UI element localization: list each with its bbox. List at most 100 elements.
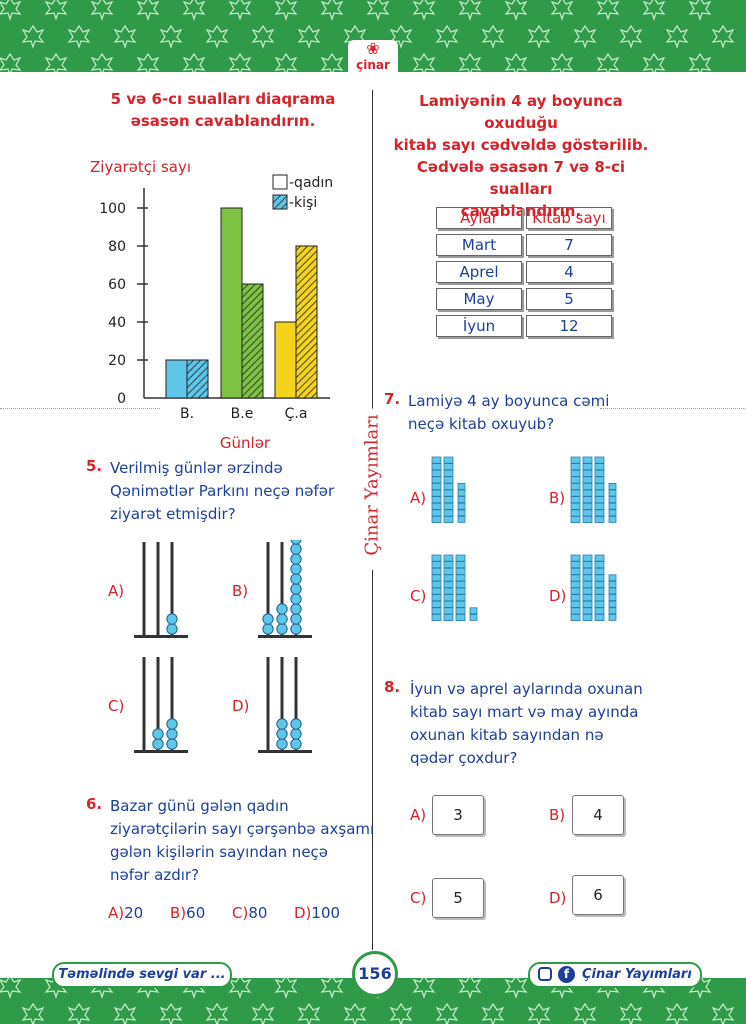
leaf-pattern-icon (21, 1002, 45, 1024)
table-header-row: Aylar Kitab sayı (436, 207, 612, 229)
bead (290, 583, 302, 595)
question-line: oxunan kitab sayından nə (410, 726, 604, 744)
bead (276, 738, 288, 750)
bead (166, 728, 178, 740)
q8-option-b[interactable]: B) (549, 806, 566, 824)
ten-rod-unit (582, 489, 593, 497)
leaf-pattern-icon (90, 52, 114, 72)
q7-option-d[interactable]: D) (549, 587, 567, 605)
leaf-pattern-icon (711, 1002, 735, 1024)
abacus-rod (280, 542, 284, 636)
leaf-pattern-icon (711, 24, 735, 49)
ten-rod-unit (594, 614, 605, 622)
leaf-pattern-icon (458, 52, 482, 72)
leaf-pattern-icon (458, 0, 482, 21)
leaf-pattern-icon (0, 0, 22, 21)
logo-text: çinar (356, 58, 390, 72)
q7-option-a[interactable]: A) (410, 489, 427, 507)
ten-rod-unit (594, 509, 605, 517)
unit-cube (608, 496, 617, 503)
q8-answer-box-b[interactable]: 4 (572, 795, 624, 835)
table-row: May 5 (436, 288, 612, 310)
unit-cube (608, 502, 617, 510)
option-value: 80 (248, 904, 268, 922)
question-number: 8. (384, 678, 401, 696)
bar-male (241, 283, 264, 399)
q6-option-c[interactable]: C)80 (232, 904, 268, 922)
books-table: Aylar Kitab sayı Mart 7 Aprel 4 May 5 İyun 1… (432, 202, 616, 342)
ten-rod-unit (455, 594, 466, 602)
leaf-pattern-icon (343, 1002, 367, 1024)
bar-female (220, 207, 243, 399)
leaf-pattern-icon (320, 0, 344, 21)
ten-rod-unit (582, 580, 593, 588)
table-row: Aprel 4 (436, 261, 612, 283)
question-line: Verilmiş günlər ərzində (110, 459, 283, 477)
leaf-pattern-icon (0, 52, 22, 72)
ten-rod-unit (570, 574, 581, 582)
leaf-pattern-icon (90, 0, 114, 21)
ten-rod-unit (431, 456, 442, 464)
q8-option-a[interactable]: A) (410, 806, 427, 824)
legend-label: -kişi (289, 195, 317, 211)
q8-option-d[interactable]: D) (549, 889, 567, 907)
question-text: Verilmiş günlər ərzində Qənimətlər Parkı… (110, 457, 334, 526)
ten-rod-unit (443, 600, 454, 608)
ten-rod-unit (443, 509, 454, 517)
ten-rod-unit (582, 463, 593, 471)
q5-option-d[interactable]: D) (232, 697, 250, 715)
leaf-pattern-icon (159, 24, 183, 49)
unit-cube (608, 574, 617, 582)
q8-answer-box-d[interactable]: 6 (572, 875, 624, 915)
abacus-base (258, 750, 312, 753)
ten-rod-unit (443, 502, 454, 510)
ten-rod-unit (443, 456, 454, 464)
q8-option-c[interactable]: C) (410, 889, 427, 907)
right-heading: Lamiyənin 4 ay boyunca oxuduğu kitab say… (386, 90, 656, 222)
leaf-pattern-icon (504, 52, 528, 72)
q8-answer-box-a[interactable]: 3 (432, 795, 484, 835)
q5-option-a[interactable]: A) (108, 582, 125, 600)
dotted-line-left (0, 408, 160, 409)
leaf-pattern-icon (435, 24, 459, 49)
y-tick-label: 40 (108, 315, 126, 331)
ten-rod-unit (570, 516, 581, 524)
bar-male (186, 359, 209, 399)
abacus-rod (156, 657, 160, 751)
q5-option-b[interactable]: B) (232, 582, 249, 600)
ten-rod-unit (594, 580, 605, 588)
abacus-rod (170, 542, 174, 636)
publisher-logo: ❀ çinar (348, 40, 398, 80)
ten-rod-unit (582, 574, 593, 582)
q6-option-b[interactable]: B)60 (170, 904, 206, 922)
ten-rod-unit (570, 463, 581, 471)
ten-rod-unit (431, 607, 442, 615)
q7-option-c[interactable]: C) (410, 587, 427, 605)
bead (290, 573, 302, 585)
leaf-pattern-icon (297, 24, 321, 49)
bead (276, 718, 288, 730)
option-value: 60 (186, 904, 206, 922)
q8-answer-box-c[interactable]: 5 (432, 878, 484, 918)
column-divider (372, 90, 373, 435)
leaf-pattern-icon (688, 52, 712, 72)
leaf-pattern-icon (182, 0, 206, 21)
leaf-pattern-icon (251, 1002, 275, 1024)
bar-female (165, 359, 188, 399)
unit-cube (469, 614, 478, 621)
ten-rod-unit (431, 489, 442, 497)
dotted-line-right (600, 408, 746, 409)
leaf-pattern-icon (481, 1002, 505, 1024)
q5-option-c[interactable]: C) (108, 697, 125, 715)
leaf-pattern-icon (550, 52, 574, 72)
y-tick-label: 80 (108, 239, 126, 255)
bead (276, 613, 288, 625)
q7-option-b[interactable]: B) (549, 489, 566, 507)
q6-option-a[interactable]: A)20 (108, 904, 144, 922)
ten-rod-unit (594, 489, 605, 497)
leaf-pattern-icon (619, 24, 643, 49)
leaf-pattern-icon (297, 1002, 321, 1024)
ten-rod-unit (455, 567, 466, 575)
q6-option-d[interactable]: D)100 (294, 904, 341, 922)
bead (166, 718, 178, 730)
